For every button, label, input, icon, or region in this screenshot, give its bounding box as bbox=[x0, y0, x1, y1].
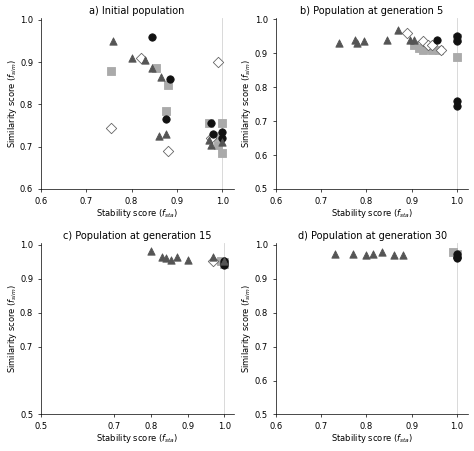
Title: d) Population at generation 30: d) Population at generation 30 bbox=[298, 231, 447, 241]
Point bbox=[379, 249, 386, 256]
Point bbox=[205, 137, 212, 144]
Point bbox=[453, 251, 461, 258]
Point bbox=[109, 37, 117, 45]
Point bbox=[220, 258, 228, 265]
Point bbox=[410, 41, 418, 48]
Point bbox=[207, 134, 215, 142]
X-axis label: Stability score ($f_{sta}$): Stability score ($f_{sta}$) bbox=[331, 207, 413, 220]
Point bbox=[390, 251, 397, 258]
Point bbox=[424, 45, 431, 52]
Point bbox=[424, 41, 431, 48]
Point bbox=[410, 36, 418, 43]
Point bbox=[394, 26, 402, 33]
Point bbox=[153, 65, 160, 72]
Title: c) Population at generation 15: c) Population at generation 15 bbox=[63, 231, 211, 241]
Point bbox=[141, 56, 149, 64]
Point bbox=[363, 251, 370, 258]
Point bbox=[107, 67, 115, 74]
Point bbox=[453, 38, 461, 45]
Point bbox=[336, 40, 343, 47]
Point bbox=[349, 251, 356, 258]
Point bbox=[155, 133, 163, 140]
Point bbox=[162, 115, 169, 123]
Point bbox=[453, 102, 461, 110]
Point bbox=[162, 130, 169, 138]
Y-axis label: Similarity score ($f_{sim}$): Similarity score ($f_{sim}$) bbox=[6, 59, 18, 148]
Point bbox=[184, 257, 191, 264]
Point bbox=[210, 254, 217, 261]
Point bbox=[383, 36, 391, 43]
Point bbox=[214, 141, 221, 148]
Point bbox=[219, 149, 226, 156]
Point bbox=[128, 54, 135, 61]
Point bbox=[166, 75, 174, 83]
Y-axis label: Similarity score ($f_{sim}$): Similarity score ($f_{sim}$) bbox=[240, 284, 254, 373]
Point bbox=[399, 251, 407, 258]
Point bbox=[453, 251, 461, 258]
Point bbox=[220, 260, 228, 267]
Point bbox=[210, 130, 217, 138]
Point bbox=[158, 254, 166, 261]
Point bbox=[167, 257, 175, 264]
Point bbox=[220, 261, 228, 268]
Point bbox=[157, 74, 165, 81]
Point bbox=[219, 128, 226, 135]
Title: b) Population at generation 5: b) Population at generation 5 bbox=[301, 5, 444, 15]
Point bbox=[219, 139, 226, 146]
Point bbox=[433, 36, 440, 43]
Y-axis label: Similarity score ($f_{sim}$): Similarity score ($f_{sim}$) bbox=[240, 59, 254, 148]
X-axis label: Stability score ($f_{sta}$): Stability score ($f_{sta}$) bbox=[96, 207, 178, 220]
Title: a) Initial population: a) Initial population bbox=[90, 5, 185, 15]
Point bbox=[137, 54, 145, 61]
Point bbox=[419, 38, 427, 45]
Point bbox=[211, 133, 219, 140]
Point bbox=[107, 124, 115, 131]
Point bbox=[207, 141, 215, 148]
Point bbox=[428, 46, 436, 54]
Point bbox=[164, 82, 172, 89]
Point bbox=[210, 258, 217, 265]
Point bbox=[217, 258, 225, 265]
Point bbox=[220, 258, 228, 265]
Point bbox=[162, 107, 169, 114]
Point bbox=[331, 250, 338, 258]
Point bbox=[403, 29, 411, 37]
Y-axis label: Similarity score ($f_{sim}$): Similarity score ($f_{sim}$) bbox=[6, 284, 18, 373]
Point bbox=[148, 65, 155, 72]
Point bbox=[354, 40, 361, 47]
Point bbox=[419, 46, 427, 54]
Point bbox=[453, 254, 461, 262]
Point bbox=[219, 120, 226, 127]
Point bbox=[453, 53, 461, 60]
X-axis label: Stability score ($f_{sta}$): Stability score ($f_{sta}$) bbox=[331, 433, 413, 446]
Point bbox=[147, 247, 155, 254]
Point bbox=[220, 258, 228, 265]
Point bbox=[406, 36, 413, 43]
Point bbox=[453, 97, 461, 104]
Point bbox=[453, 34, 461, 41]
Point bbox=[428, 41, 436, 48]
Point bbox=[173, 254, 181, 261]
Point bbox=[207, 120, 215, 127]
Point bbox=[360, 38, 368, 45]
Point bbox=[415, 45, 422, 52]
Point bbox=[435, 46, 443, 54]
Point bbox=[164, 147, 172, 155]
Point bbox=[438, 46, 445, 54]
Point bbox=[351, 36, 359, 43]
X-axis label: Stability score ($f_{sta}$): Stability score ($f_{sta}$) bbox=[96, 433, 178, 446]
Point bbox=[214, 59, 221, 66]
Point bbox=[219, 134, 226, 142]
Point bbox=[453, 254, 461, 261]
Point bbox=[148, 33, 155, 40]
Point bbox=[220, 260, 228, 267]
Point bbox=[369, 251, 377, 258]
Point bbox=[162, 254, 169, 262]
Point bbox=[453, 33, 461, 40]
Point bbox=[205, 120, 212, 127]
Point bbox=[449, 249, 456, 256]
